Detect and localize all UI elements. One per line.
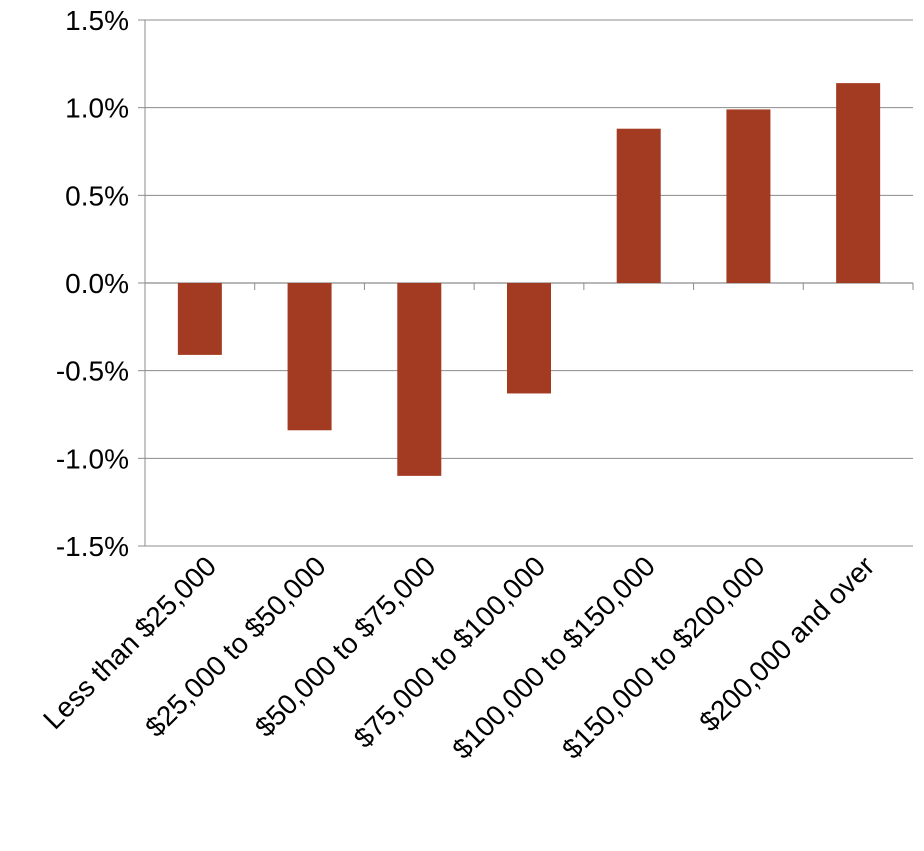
y-tick-label-4: -0.5%	[56, 356, 129, 387]
bar-6	[836, 83, 881, 284]
bar-4	[616, 128, 661, 283]
bar-2	[397, 283, 442, 476]
x-category-label-2: $50,000 to $75,000	[249, 550, 442, 743]
y-tick-label-5: -1.0%	[56, 443, 129, 474]
y-tick-label-6: -1.5%	[56, 531, 129, 562]
y-tick-label-3: 0.0%	[65, 268, 129, 299]
x-category-label-4: $100,000 to $150,000	[446, 550, 661, 765]
bar-5	[726, 109, 771, 283]
bar-3	[507, 283, 551, 394]
x-category-label-3: $75,000 to $100,000	[348, 550, 552, 754]
y-tick-label-2: 0.5%	[65, 180, 129, 211]
bar-0	[177, 283, 222, 355]
y-tick-label-0: 1.5%	[65, 5, 129, 36]
x-category-label-5: $150,000 to $200,000	[556, 550, 771, 765]
x-category-label-1: $25,000 to $50,000	[139, 550, 332, 743]
bar-1	[287, 283, 332, 431]
y-tick-label-1: 1.0%	[65, 93, 129, 124]
